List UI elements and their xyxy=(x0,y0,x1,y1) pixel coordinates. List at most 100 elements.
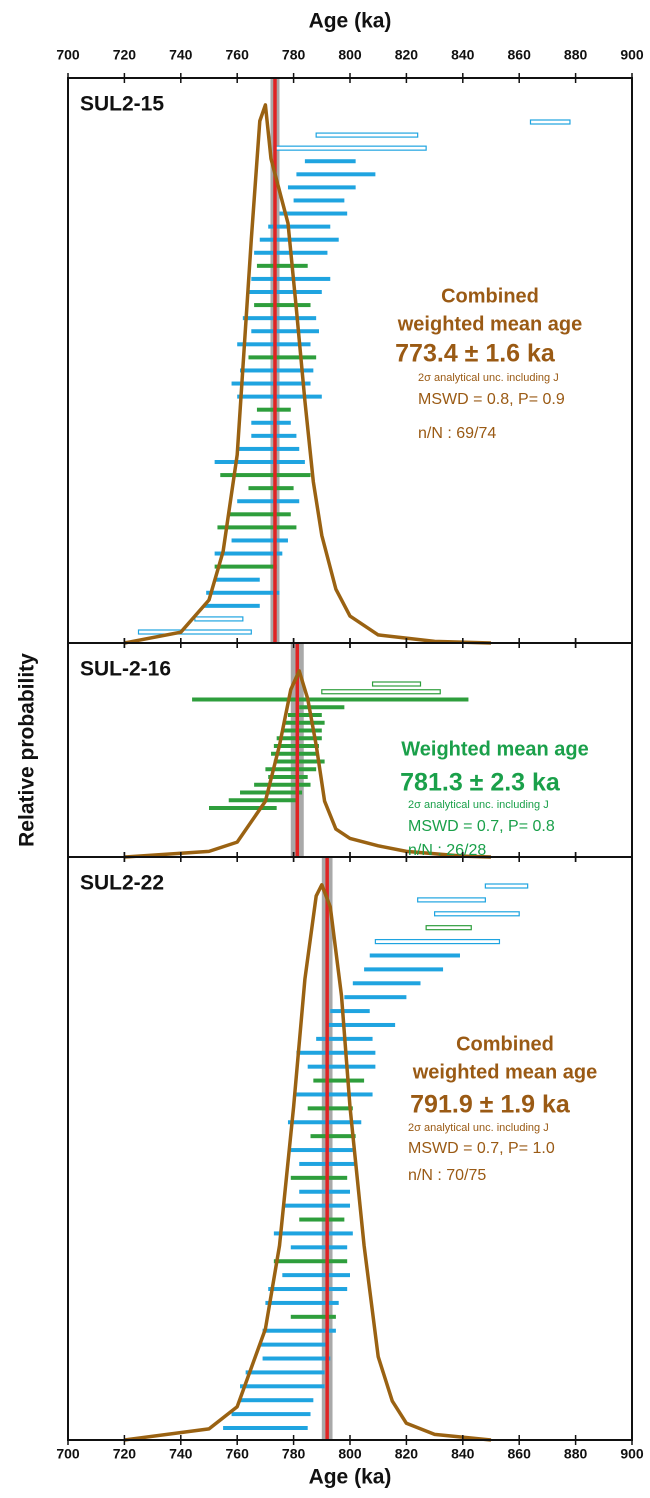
age-bar xyxy=(265,767,317,772)
age-bar xyxy=(251,420,291,425)
age-bar xyxy=(206,590,280,595)
x-axis-title: Age (ka) xyxy=(309,1466,392,1489)
age-bar xyxy=(327,1022,396,1027)
age-bar xyxy=(371,681,422,687)
age-bar xyxy=(293,1092,373,1097)
age-bar xyxy=(220,473,311,478)
age-bar xyxy=(268,775,308,779)
age-bar xyxy=(425,925,472,931)
age-bar xyxy=(214,577,260,582)
age-bar xyxy=(248,290,322,294)
age-bar xyxy=(434,911,520,917)
x-tick-label: 820 xyxy=(395,47,419,63)
age-bar xyxy=(374,938,501,945)
x-tick-label: 700 xyxy=(56,47,80,63)
age-bar xyxy=(192,697,469,702)
age-bar xyxy=(214,460,305,464)
age-bar xyxy=(262,1356,331,1361)
age-bar xyxy=(344,995,407,1000)
x-tick-label: 840 xyxy=(451,1446,475,1462)
age-bar xyxy=(282,728,322,733)
x-tick-label: 900 xyxy=(620,1446,644,1462)
age-bar xyxy=(287,185,356,190)
age-bar xyxy=(242,316,317,321)
age-bar xyxy=(268,224,331,229)
age-bar xyxy=(137,629,252,635)
annotation-heading: weighted mean age xyxy=(412,1061,598,1083)
panel-title: SUL2-15 xyxy=(80,93,164,116)
age-bar xyxy=(256,263,308,268)
x-tick-label: 800 xyxy=(338,47,362,63)
probability-curve xyxy=(124,883,492,1442)
age-bar xyxy=(214,551,283,556)
age-bar xyxy=(245,1370,325,1375)
age-bar xyxy=(237,394,322,399)
x-tick-label: 840 xyxy=(451,47,475,63)
age-bar xyxy=(299,1217,345,1222)
sample-count: n/N : 26/28 xyxy=(408,842,486,859)
age-bar xyxy=(240,790,303,795)
panel-title: SUL-2-16 xyxy=(80,658,171,681)
age-bar xyxy=(279,211,348,216)
x-tick-label: 780 xyxy=(282,47,306,63)
x-tick-label: 760 xyxy=(226,1446,250,1462)
x-tick-label: 880 xyxy=(564,1446,588,1462)
age-bar xyxy=(307,1064,376,1069)
age-bar xyxy=(364,967,444,972)
age-bar xyxy=(217,525,297,530)
age-bar xyxy=(228,512,291,517)
age-bar xyxy=(265,1300,339,1305)
age-bar xyxy=(203,603,260,608)
x-tick-label: 820 xyxy=(395,1446,419,1462)
age-bar xyxy=(223,1426,308,1430)
age-bar xyxy=(290,1148,353,1153)
age-bar xyxy=(276,736,322,741)
uncertainty-note: 2σ analytical unc. including J xyxy=(408,799,549,811)
age-bar xyxy=(248,486,294,491)
age-bar xyxy=(296,172,376,177)
age-bar xyxy=(290,1245,348,1250)
age-bar xyxy=(417,897,486,903)
x-tick-label: 780 xyxy=(282,1446,306,1462)
age-bar xyxy=(240,1384,325,1389)
age-bar xyxy=(287,713,322,717)
age-bar xyxy=(369,953,460,958)
age-bar xyxy=(251,276,331,281)
age-bar xyxy=(248,355,317,360)
x-tick-label: 900 xyxy=(620,47,644,63)
mean-age-label: 773.4 ± 1.6 ka xyxy=(395,340,556,368)
mswd-stats: MSWD = 0.8, P= 0.9 xyxy=(418,391,565,408)
annotation-heading: Combined xyxy=(441,285,539,307)
x-tick-label: 860 xyxy=(508,47,532,63)
age-bar xyxy=(273,1259,348,1264)
sample-count: n/N : 70/75 xyxy=(408,1167,486,1184)
age-bar xyxy=(273,1231,353,1236)
age-bar xyxy=(254,303,311,308)
age-bar xyxy=(228,798,297,803)
age-bar xyxy=(307,1106,353,1111)
uncertainty-note: 2σ analytical unc. including J xyxy=(408,1122,549,1134)
x-tick-label: 880 xyxy=(564,47,588,63)
annotation-heading: weighted mean age xyxy=(397,313,583,335)
age-bar xyxy=(268,1287,348,1292)
age-bar xyxy=(304,159,356,164)
age-bar xyxy=(310,1134,356,1139)
x-tick-label: 720 xyxy=(113,1446,137,1462)
x-tick-label: 720 xyxy=(113,47,137,63)
age-bar xyxy=(484,883,529,889)
age-bar xyxy=(259,237,339,242)
age-bar xyxy=(194,616,244,622)
y-axis-title: Relative probability xyxy=(16,653,39,847)
age-bar xyxy=(296,1050,376,1055)
age-bar xyxy=(282,1203,350,1208)
age-bar xyxy=(251,329,319,334)
age-bar xyxy=(290,1175,348,1180)
age-bar xyxy=(254,782,311,787)
age-bar xyxy=(290,1314,336,1319)
mean-age-label: 781.3 ± 2.3 ka xyxy=(400,769,561,797)
age-bar xyxy=(209,806,277,810)
age-bar xyxy=(287,1120,362,1125)
age-bar xyxy=(299,1189,350,1194)
probability-curve xyxy=(124,103,492,645)
